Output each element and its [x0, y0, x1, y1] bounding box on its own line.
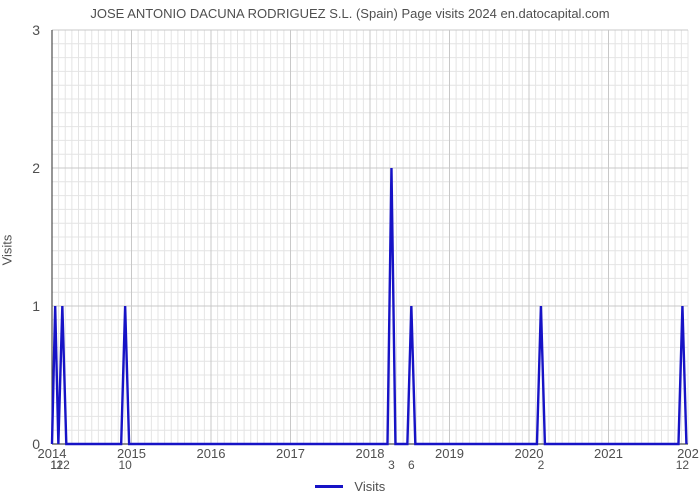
y-tick-label: 0 [0, 436, 40, 452]
point-label: 6 [408, 458, 415, 472]
plot-area [0, 0, 700, 500]
y-tick-label: 3 [0, 22, 40, 38]
y-tick-label: 1 [0, 298, 40, 314]
x-tick-label: 2018 [356, 446, 385, 461]
x-tick-label: 2017 [276, 446, 305, 461]
point-label: 10 [118, 458, 131, 472]
x-tick-label: 2019 [435, 446, 464, 461]
chart-container: JOSE ANTONIO DACUNA RODRIGUEZ S.L. (Spai… [0, 0, 700, 500]
x-tick-label: 2021 [594, 446, 623, 461]
point-label: 3 [388, 458, 395, 472]
point-label: 12 [676, 458, 689, 472]
legend-label: Visits [354, 479, 385, 494]
legend: Visits [0, 478, 700, 494]
legend-swatch [315, 485, 343, 488]
point-label: 22 [56, 458, 69, 472]
x-tick-label: 2016 [197, 446, 226, 461]
point-label: 2 [538, 458, 545, 472]
y-tick-label: 2 [0, 160, 40, 176]
